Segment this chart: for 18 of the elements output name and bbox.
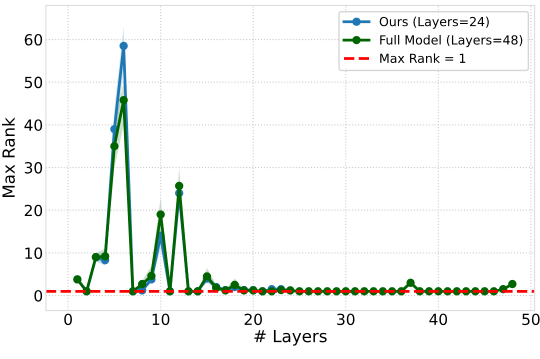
- x-axis-title: # Layers: [254, 330, 327, 346]
- x-tick-label: 0: [64, 314, 72, 326]
- y-tick-label: 0: [34, 290, 42, 302]
- y-tick-label: 30: [24, 162, 42, 174]
- y-tick-label: 60: [24, 34, 42, 46]
- legend-label: Max Rank = 1: [380, 53, 466, 64]
- x-tick-label: 40: [429, 314, 448, 326]
- y-tick-label: 10: [25, 247, 42, 259]
- x-tick-label: 30: [337, 314, 354, 326]
- y-axis-title: Max Rank: [2, 117, 15, 198]
- x-tick-label: 10: [152, 314, 170, 326]
- y-tick-label: 20: [24, 204, 42, 216]
- legend-label: Full Model (Layers=48): [380, 34, 522, 48]
- legend-label: Ours (Layers=24): [380, 16, 489, 29]
- y-tick-label: 40: [24, 119, 42, 131]
- y-tick-label: 50: [24, 76, 42, 88]
- x-tick-label: 20: [244, 314, 262, 326]
- x-tick-label: 50: [522, 314, 540, 326]
